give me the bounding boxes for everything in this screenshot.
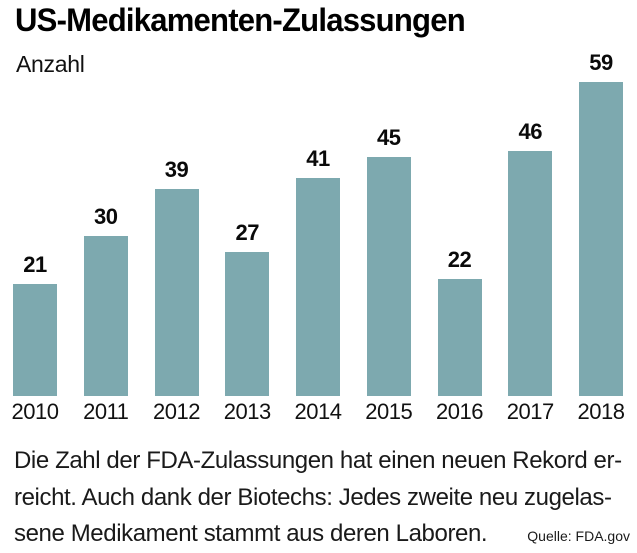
value-label: 45 — [377, 124, 401, 150]
bar-column: 22 2016 — [436, 246, 483, 424]
bar-column: 46 2017 — [506, 119, 554, 424]
value-label: 41 — [306, 145, 330, 171]
bar-column: 41 2014 — [294, 145, 342, 424]
caption-line: sene Medikament stammt aus deren Laboren… — [14, 520, 488, 547]
bar — [579, 82, 623, 396]
value-label: 22 — [447, 246, 472, 272]
caption-line: Die Zahl der FDA-Zulassungen hat einen n… — [14, 447, 622, 474]
year-label: 2011 — [83, 399, 129, 424]
chart-caption: Die Zahl der FDA-Zulassungen hat einen n… — [14, 443, 626, 553]
bar — [13, 284, 57, 396]
value-label: 30 — [94, 204, 118, 230]
year-label: 2015 — [365, 399, 413, 424]
bar-column: 21 2010 — [11, 252, 59, 424]
bar-column: 59 2018 — [577, 50, 625, 424]
bar-column: 30 2011 — [83, 204, 129, 424]
bar-column: 39 2012 — [153, 156, 200, 424]
value-label: 46 — [518, 119, 543, 145]
bar — [437, 278, 482, 396]
year-label: 2014 — [294, 399, 342, 424]
bar — [154, 188, 199, 396]
bar-chart: 21 2010 30 2011 39 2012 27 2013 41 2014 45 2015 22 20… — [11, 36, 625, 424]
value-label: 21 — [23, 252, 47, 278]
year-label: 2013 — [223, 399, 271, 424]
bar-column: 27 2013 — [223, 220, 271, 424]
year-label: 2018 — [577, 399, 625, 424]
chart-unit-label: Anzahl — [16, 51, 85, 77]
chart-title: US-Medikamenten-Zulassungen — [15, 2, 466, 38]
value-label: 27 — [235, 220, 260, 246]
year-label: 2017 — [506, 399, 554, 424]
bar — [366, 156, 411, 396]
year-label: 2012 — [153, 399, 200, 424]
bar — [296, 177, 340, 396]
value-label: 39 — [164, 156, 189, 182]
caption-line: reicht. Auch dank der Biotechs: Jedes zw… — [14, 483, 612, 511]
year-label: 2016 — [436, 399, 483, 424]
source-credit: Quelle: FDA.gov — [527, 528, 630, 544]
value-label: 59 — [589, 50, 613, 76]
bar — [83, 236, 128, 396]
bar — [225, 252, 270, 396]
bar-column: 45 2015 — [365, 124, 413, 424]
bar — [508, 151, 553, 396]
year-label: 2010 — [11, 399, 59, 424]
